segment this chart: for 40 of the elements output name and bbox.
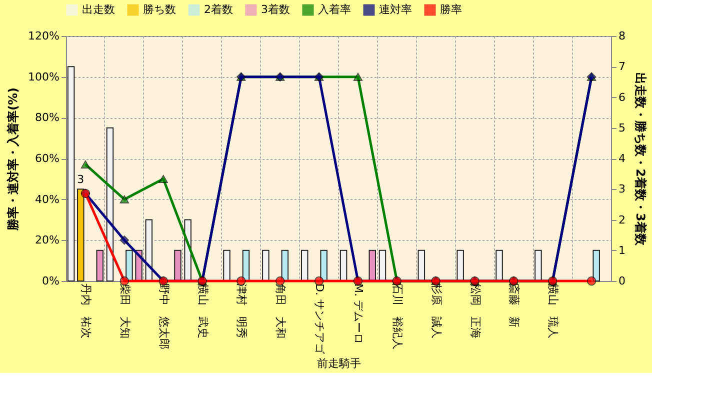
y2-tick-label: 4 <box>618 152 626 165</box>
data-label: 3 <box>77 173 84 186</box>
x-tick-label: M. デムーロ <box>352 284 365 344</box>
y2-tick-label: 7 <box>618 60 626 74</box>
x-tick-label: 横山 武史 <box>196 284 210 338</box>
y2-tick-label: 8 <box>618 30 626 42</box>
legend-label: 3着数 <box>261 3 290 16</box>
legend-label: 勝率 <box>440 3 462 16</box>
y2-tick-label: 6 <box>618 90 626 104</box>
y2-tick-label: 2 <box>618 213 626 226</box>
x-tick-label: D. サンチアゴ <box>313 284 326 355</box>
y-tick-label: 60% <box>35 152 60 165</box>
x-tick-label: 杉原 誠人 <box>430 282 443 338</box>
x-tick-label: 野中 悠太郎 <box>157 284 170 350</box>
legend-label: 入着率 <box>318 3 351 16</box>
y2-axis-title: 出走数・勝ち数・2着数・3着数 <box>634 72 648 246</box>
x-tick-label: 松岡 正海 <box>468 284 482 338</box>
y2-tick-label: 3 <box>618 182 626 196</box>
y-tick-label: 80% <box>35 111 60 124</box>
x-tick-label: 津村 明秀 <box>235 284 248 338</box>
y2-tick-label: 0 <box>618 274 626 288</box>
legend-label: 2着数 <box>204 3 233 16</box>
y2-tick-label: 1 <box>618 244 626 257</box>
x-tick-label: 柴田 大知 <box>118 284 132 338</box>
y2-tick-label: 5 <box>618 121 626 134</box>
x-axis-title: 前走騎手 <box>317 356 361 370</box>
y-tick-label: 100% <box>28 70 60 84</box>
y-tick-label: 120% <box>28 30 60 42</box>
legend-label: 勝ち数 <box>143 3 176 16</box>
x-tick-label: 横山 琉人 <box>546 284 560 338</box>
x-tick-label: 丹内 祐次 <box>79 284 92 338</box>
y-tick-label: 0% <box>42 274 60 288</box>
x-tick-label: 斎藤 新 <box>508 284 521 328</box>
x-tick-label: 石川 裕紀人 <box>390 284 404 350</box>
y-tick-label: 40% <box>35 192 60 206</box>
legend-label: 出走数 <box>82 3 115 16</box>
y-tick-label: 20% <box>35 234 60 247</box>
legend-label: 連対率 <box>379 3 412 16</box>
y-axis-title: 勝率・連対率・入着率(%) <box>6 88 20 232</box>
x-tick-label: 角田 大和 <box>274 284 288 338</box>
